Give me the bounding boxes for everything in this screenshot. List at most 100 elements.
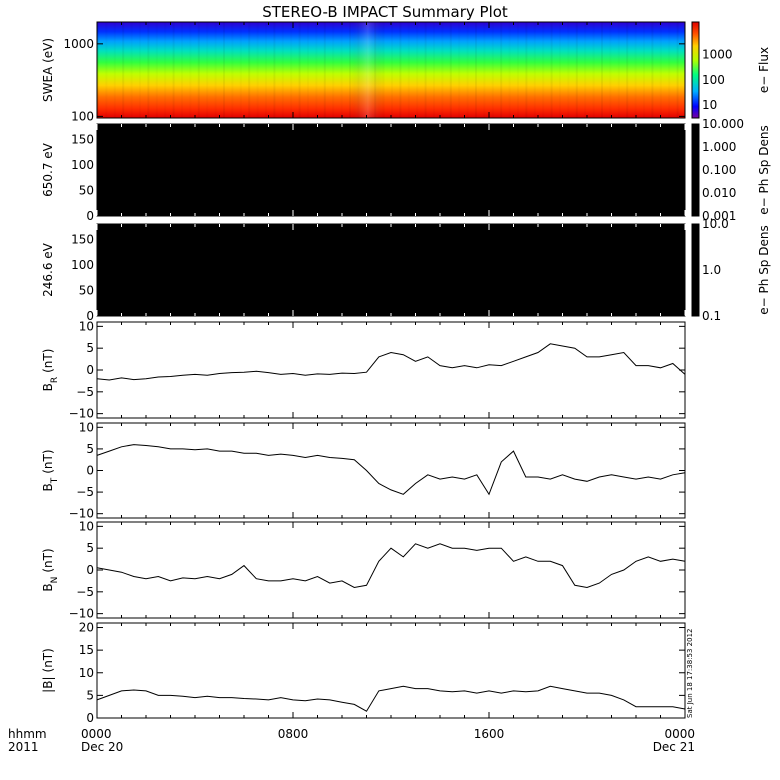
spectrogram-stripe <box>290 22 292 118</box>
spectrogram-stripe <box>601 22 603 118</box>
spectrogram-stripe <box>273 22 276 118</box>
panel-6: −10 −5 0 5 10 BN(nT) <box>41 519 686 621</box>
colorbar-tick-label: 1.000 <box>702 140 736 154</box>
spectrogram-stripe <box>618 22 620 118</box>
spectrogram-stripe <box>575 22 578 118</box>
y-axis-label: BR(nT) <box>41 349 60 392</box>
spectrogram-stripe <box>643 22 645 118</box>
spectrogram-stripe <box>307 22 309 118</box>
spectrogram-stripe <box>635 22 637 118</box>
colorbar-label: e− Ph Sp Dens <box>757 225 771 314</box>
panel-7: 0 5 10 15 20 |B|(nT) <box>41 621 686 725</box>
spectrogram-stripe <box>475 22 477 118</box>
panel-frame <box>96 321 686 419</box>
spectrogram-stripe <box>332 22 334 118</box>
y-tick-label: 150 <box>71 132 94 146</box>
y-tick-label: 50 <box>79 183 94 197</box>
spectrogram-stripe <box>626 22 629 118</box>
pitch-angle-fill <box>97 124 685 216</box>
spectrogram-stripe <box>609 22 611 118</box>
y-axis-label: BT(nT) <box>41 449 60 491</box>
spectrogram-stripe <box>424 22 427 118</box>
spectrogram-stripe <box>357 22 359 118</box>
spectrogram-stripe <box>206 22 208 118</box>
spectrogram-stripe <box>181 22 183 118</box>
spectrogram-stripe <box>651 22 654 118</box>
spectrogram-stripe <box>676 22 679 118</box>
spectrogram-stripe <box>282 22 284 118</box>
panel-1: 100 1000 SWEA (eV) 10 100 1000 e− Flux <box>41 21 771 123</box>
spectrogram-stripe <box>349 22 351 118</box>
spectrogram-stripe <box>189 22 191 118</box>
spectrogram-stripe <box>298 22 301 118</box>
spectrogram-stripe <box>164 22 166 118</box>
y-tick-label: 0 <box>86 363 94 377</box>
y-tick-label: 10 <box>79 519 94 533</box>
panel-3: 0 50 100 150 246.6 eV 10.0 1.0 0.1 e− Ph Sp Dens <box>41 217 771 323</box>
series-line <box>96 343 686 381</box>
colorbar-tick-label: 10.0 <box>702 217 729 231</box>
spectrogram-stripe <box>248 22 251 118</box>
colorbar-tick-label: 100 <box>702 73 725 87</box>
spectrogram-stripe <box>559 22 561 118</box>
spectrogram-stripe <box>197 22 200 118</box>
spectrogram-stripe <box>366 22 368 118</box>
time-date-label: Dec 20 <box>81 740 123 754</box>
spectrogram-stripe <box>105 22 107 118</box>
spectrogram-stripe <box>139 22 141 118</box>
spectrogram-stripe <box>131 22 133 118</box>
spectrogram-stripe <box>593 22 595 118</box>
spectrogram-stripe <box>147 22 150 118</box>
colorbar-tick-label: 0.1 <box>702 309 721 323</box>
spectrogram-stripe <box>156 22 158 118</box>
y-tick-label: 10 <box>79 420 94 434</box>
spectrogram-stripe <box>534 22 536 118</box>
spectrogram-stripe <box>492 22 494 118</box>
time-date-label: Dec 21 <box>653 740 695 754</box>
colorbar-tick-label: 10 <box>702 98 717 112</box>
y-tick-label: −10 <box>69 607 94 621</box>
colorbar-tick-label: 1000 <box>702 48 733 62</box>
panel-frame <box>96 622 686 719</box>
y-tick-label: 100 <box>71 158 94 172</box>
spectrogram-stripe <box>399 22 402 118</box>
y-tick-label: 15 <box>79 643 94 657</box>
spectrogram-stripe <box>668 22 670 118</box>
y-tick-label: −10 <box>69 507 94 521</box>
spectrogram-stripe <box>441 22 443 118</box>
colorbar-fill <box>691 123 700 217</box>
spectrogram-stripe <box>467 22 469 118</box>
series-line <box>96 543 686 589</box>
spectrogram-stripe <box>550 22 553 118</box>
y-tick-label: 10 <box>79 319 94 333</box>
colorbar-tick-label: 10.000 <box>702 117 744 131</box>
y-axis-label: 246.6 eV <box>41 242 55 297</box>
spectrogram-stripe <box>584 22 586 118</box>
pitch-angle-fill <box>97 224 685 316</box>
colorbar-tick-label: 1.0 <box>702 263 721 277</box>
series-line <box>96 444 686 496</box>
spectrogram-stripe <box>416 22 418 118</box>
time-axis-row1-label: hhmm <box>8 727 47 741</box>
y-tick-label: −5 <box>76 385 94 399</box>
y-tick-label: 5 <box>86 442 94 456</box>
time-tick-label: 0000 <box>81 727 112 741</box>
spectrogram-stripe <box>257 22 259 118</box>
panel-frame <box>96 521 686 619</box>
y-tick-label: 1000 <box>63 37 94 51</box>
spectrogram-stripe <box>323 22 326 118</box>
spectrogram-stripe <box>408 22 410 118</box>
spectrogram-stripe <box>483 22 485 118</box>
y-tick-label: 0 <box>86 309 94 323</box>
time-tick-label: 0800 <box>278 727 309 741</box>
colorbar-fill <box>691 21 700 119</box>
colorbar: 10.000 1.000 0.100 0.010 0.001 e− Ph Sp Dens <box>691 117 771 223</box>
spectrogram-stripe <box>374 22 377 118</box>
y-tick-label: 0 <box>86 209 94 223</box>
time-axis-row2-label: 2011 <box>8 740 39 754</box>
spectrogram-stripe <box>215 22 217 118</box>
spectrogram-stripe <box>500 22 503 118</box>
